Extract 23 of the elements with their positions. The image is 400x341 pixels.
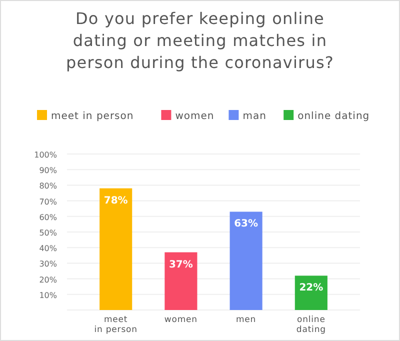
x-tick-label: men [236, 315, 256, 325]
legend-label: online dating [298, 111, 370, 122]
legend-label: man [242, 111, 266, 122]
data-label: 78% [104, 195, 128, 206]
x-tick-label: online dating [296, 315, 326, 335]
y-tick-label: 90% [39, 166, 58, 176]
y-tick-label: 30% [39, 260, 58, 269]
y-tick-label: 40% [39, 244, 58, 254]
y-tick-label: 70% [39, 197, 58, 206]
y-tick-label: 80% [39, 182, 58, 191]
x-tick-label: women [164, 315, 198, 325]
y-tick-label: 20% [39, 275, 58, 284]
legend-label: women [175, 111, 214, 122]
y-tick-label: 100% [34, 150, 58, 160]
data-label: 22% [299, 282, 324, 294]
chart-title: Do you prefer keeping online dating or meeting matches in person during the coronavirus? [66, 9, 334, 72]
data-label: 37% [168, 259, 193, 270]
legend-label: meet in person [51, 111, 134, 122]
y-tick-label: 10% [39, 290, 58, 300]
y-tick-label: 50% [39, 228, 58, 238]
x-tick-label: meet in person [94, 315, 138, 335]
data-label: 63% [234, 218, 258, 230]
y-tick-label: 60% [39, 212, 58, 222]
